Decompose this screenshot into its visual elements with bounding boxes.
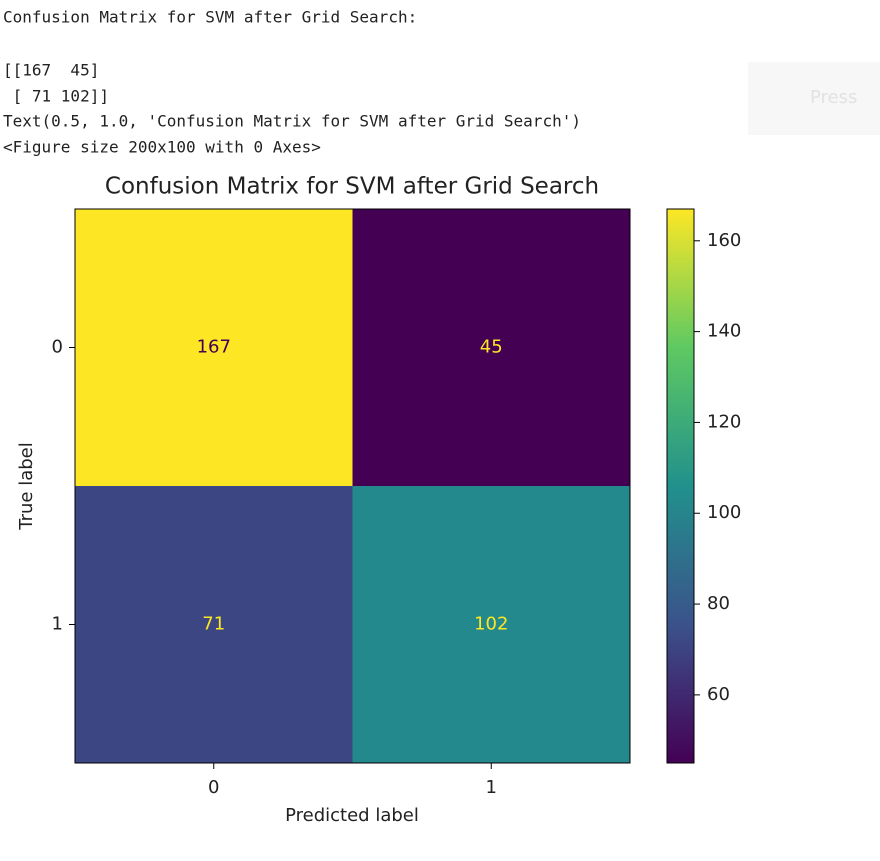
colorbar-tick-label: 140 <box>707 321 741 342</box>
colorbar <box>666 208 695 764</box>
colorbar-tick-label: 80 <box>707 593 730 614</box>
press-button-label[interactable]: Press <box>810 87 857 108</box>
y-tick-label: 1 <box>52 614 63 635</box>
heatmap-cell <box>352 209 630 486</box>
cell-label: 167 <box>197 337 231 358</box>
cell-label: 71 <box>202 614 225 635</box>
cell-label: 102 <box>474 614 508 635</box>
chart-title: Confusion Matrix for SVM after Grid Sear… <box>105 174 599 200</box>
colorbar-tick-label: 100 <box>707 502 741 523</box>
heatmap-cell <box>352 486 630 763</box>
output-line: [ 71 102]] <box>3 87 109 106</box>
press-button[interactable] <box>748 62 880 135</box>
colorbar-tick-label: 60 <box>707 684 730 705</box>
output-line: Confusion Matrix for SVM after Grid Sear… <box>3 8 417 27</box>
colorbar-tick-label: 160 <box>707 230 741 251</box>
y-tick-label: 0 <box>52 337 63 358</box>
y-axis-label: True label <box>16 442 37 531</box>
plot-frame <box>74 208 631 764</box>
cell-label: 45 <box>480 337 503 358</box>
x-tick-label: 1 <box>486 777 497 798</box>
heatmap-cell <box>75 486 353 763</box>
x-axis-label: Predicted label <box>285 805 419 826</box>
heatmap-cell <box>75 209 353 486</box>
x-tick-label: 0 <box>208 777 219 798</box>
colorbar-tick-label: 120 <box>707 411 741 432</box>
output-line: Text(0.5, 1.0, 'Confusion Matrix for SVM… <box>3 112 581 131</box>
output-line: <Figure size 200x100 with 0 Axes> <box>3 138 321 157</box>
output-line: [[167 45] <box>3 61 99 80</box>
